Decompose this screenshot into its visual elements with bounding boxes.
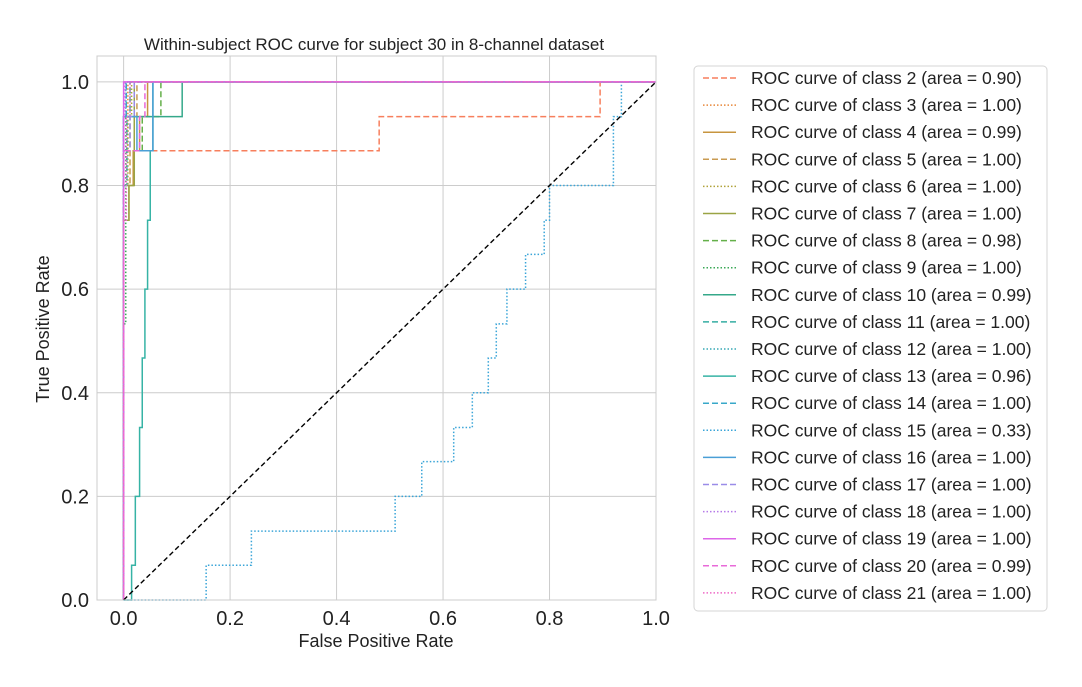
legend-entry-class-6: ROC curve of class 6 (area = 1.00) (751, 176, 1022, 196)
chance-diagonal-line (123, 81, 657, 601)
roc-curve-class-2 (122, 81, 656, 600)
legend-entry-class-3: ROC curve of class 3 (area = 1.00) (751, 95, 1022, 115)
x-tick-label: 0.0 (110, 608, 138, 630)
legend-entry-class-21: ROC curve of class 21 (area = 1.00) (751, 583, 1032, 603)
chart-title: Within-subject ROC curve for subject 30 … (144, 35, 604, 54)
legend-entry-class-7: ROC curve of class 7 (area = 1.00) (751, 204, 1022, 224)
y-tick-label: 0.0 (61, 590, 89, 612)
x-axis-label: False Positive Rate (298, 631, 453, 651)
x-tick-label: 1.0 (642, 608, 670, 630)
legend-entry-class-12: ROC curve of class 12 (area = 1.00) (751, 339, 1032, 359)
plot-frame (96, 55, 657, 601)
legend-entry-class-20: ROC curve of class 20 (area = 0.99) (751, 556, 1032, 576)
x-tick-label: 0.6 (429, 608, 457, 630)
y-tick-label: 0.8 (61, 176, 89, 198)
legend-box (693, 65, 1048, 612)
legend-entry-class-19: ROC curve of class 19 (area = 1.00) (751, 529, 1032, 549)
legend-entry-class-14: ROC curve of class 14 (area = 1.00) (751, 393, 1032, 413)
y-tick-label: 0.4 (61, 383, 89, 405)
plot-area (97, 56, 656, 600)
y-tick-label: 0.2 (61, 486, 89, 508)
roc-curve-class-20 (122, 81, 656, 600)
legend-entry-class-4: ROC curve of class 4 (area = 0.99) (751, 122, 1022, 142)
legend-entry-class-17: ROC curve of class 17 (area = 1.00) (751, 475, 1032, 495)
legend-entry-class-16: ROC curve of class 16 (area = 1.00) (751, 447, 1032, 467)
plot-border (96, 55, 657, 601)
legend-entry-class-18: ROC curve of class 18 (area = 1.00) (751, 502, 1032, 522)
legend-entry-class-15: ROC curve of class 15 (area = 0.33) (751, 420, 1032, 440)
legend-entry-class-8: ROC curve of class 8 (area = 0.98) (751, 231, 1022, 251)
x-tick-label: 0.8 (536, 608, 564, 630)
plot-background (97, 56, 656, 600)
roc-curves (122, 81, 657, 601)
y-tick-label: 1.0 (61, 72, 89, 94)
legend-entry-class-5: ROC curve of class 5 (area = 1.00) (751, 149, 1022, 169)
legend-entry-class-11: ROC curve of class 11 (area = 1.00) (751, 312, 1030, 332)
roc-curve-class-15 (123, 81, 656, 601)
y-tick-label: 0.6 (61, 279, 89, 301)
legend-entry-class-13: ROC curve of class 13 (area = 0.96) (751, 366, 1032, 386)
x-tick-labels: 0.0 0.2 0.4 0.6 0.8 1.0 (110, 608, 670, 630)
x-tick-label: 0.4 (323, 608, 351, 630)
legend-entry-class-2: ROC curve of class 2 (area = 0.90) (751, 68, 1022, 88)
x-tick-label: 0.2 (216, 608, 244, 630)
legend-entry-class-10: ROC curve of class 10 (area = 0.99) (751, 285, 1032, 305)
roc-curve-class-17 (122, 81, 656, 600)
y-tick-labels: 0.0 0.2 0.4 0.6 0.8 1.0 (61, 72, 89, 612)
y-axis-label: True Positive Rate (33, 255, 53, 402)
legend: ROC curve of class 2 (area = 0.90) ROC cu… (693, 65, 1048, 612)
legend-entry-class-9: ROC curve of class 9 (area = 1.00) (751, 258, 1022, 278)
